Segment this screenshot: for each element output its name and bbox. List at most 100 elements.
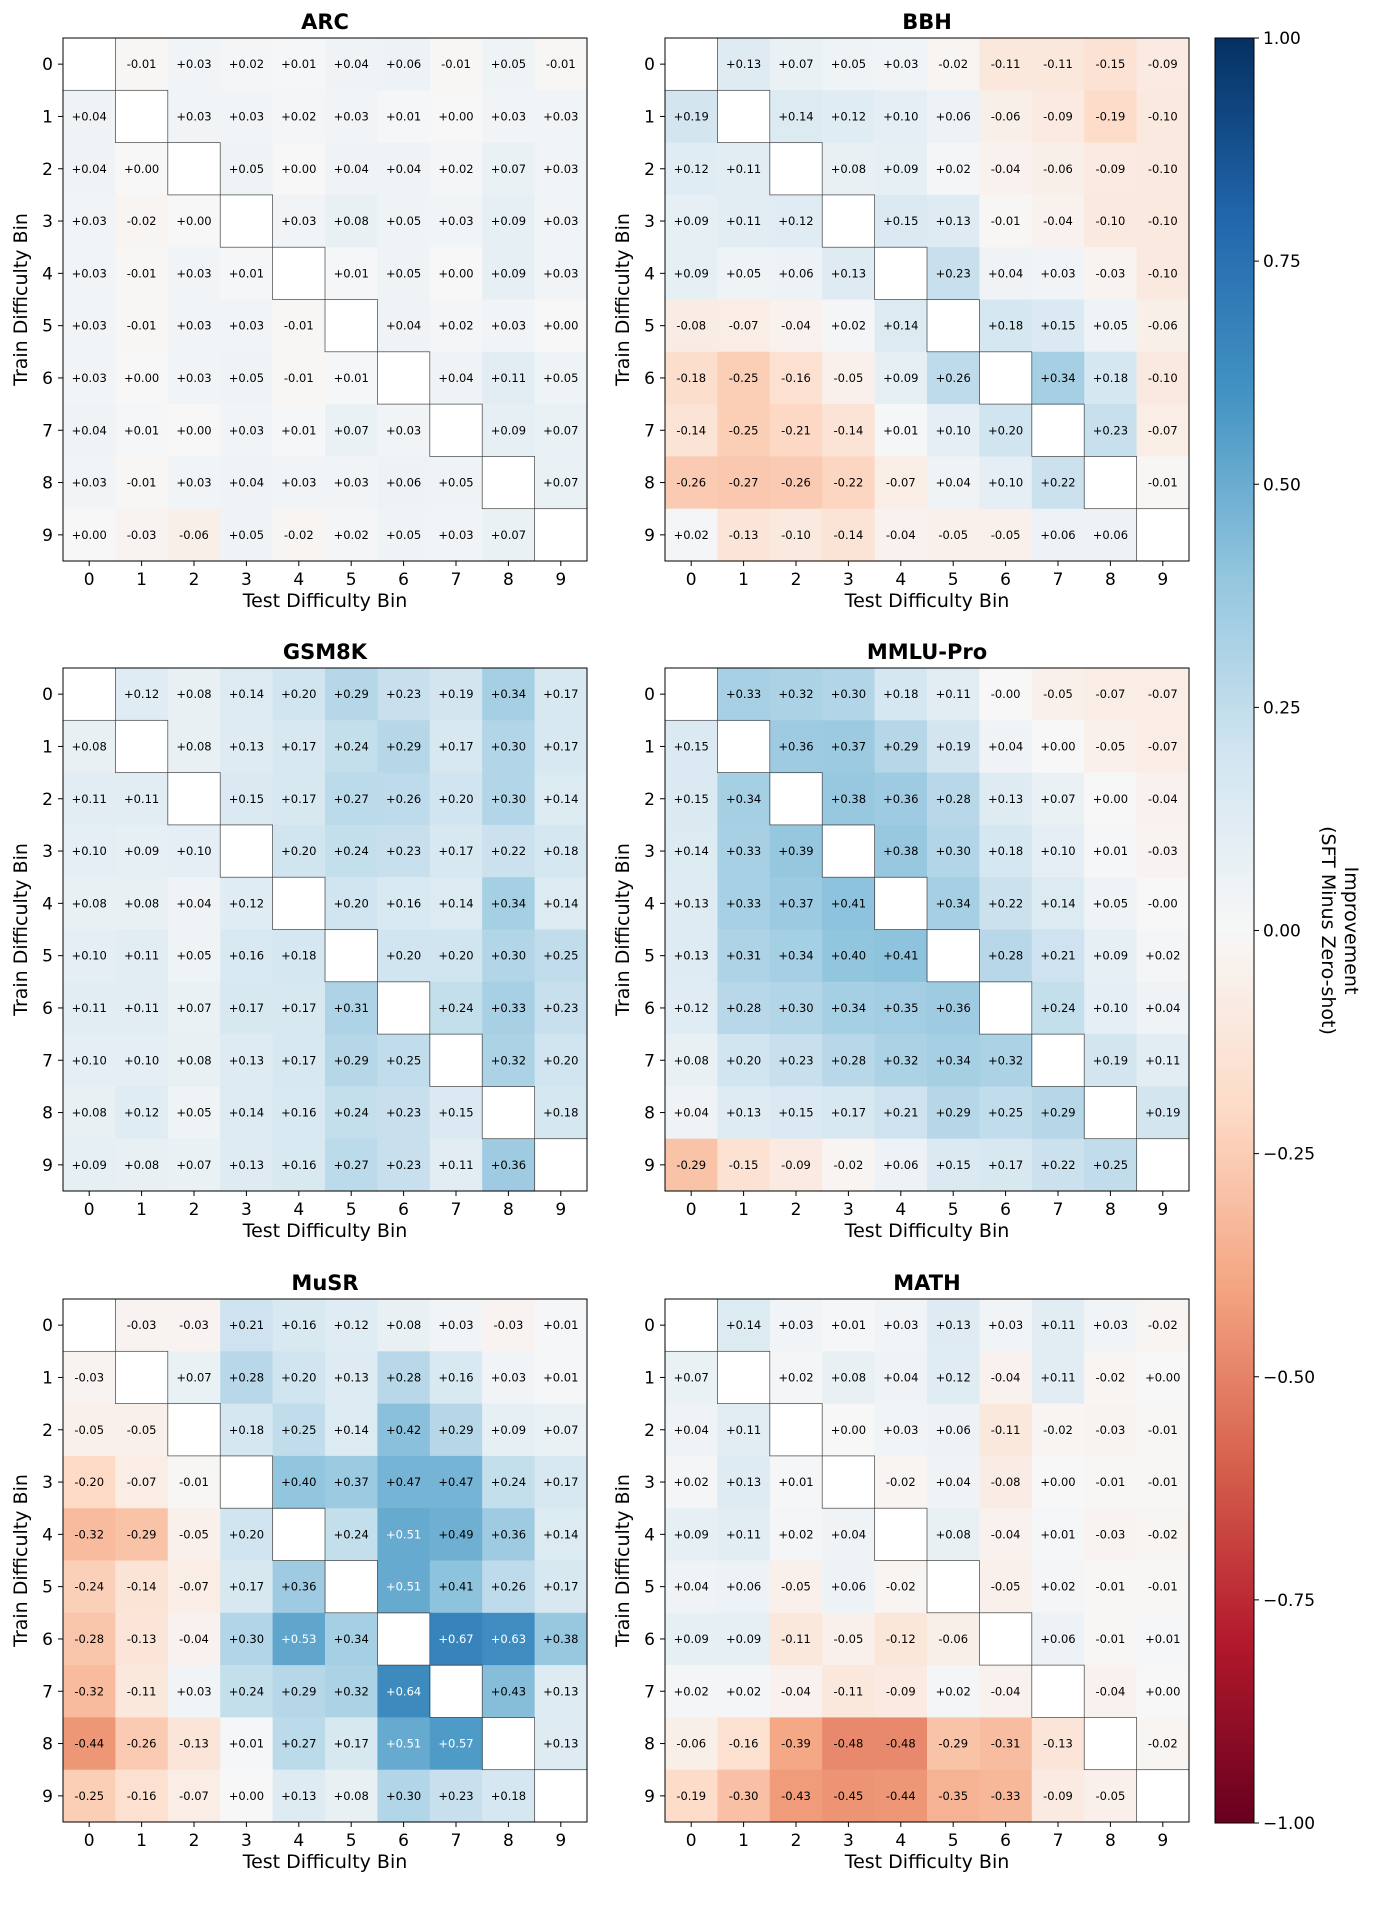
heatmap-cell <box>534 247 588 301</box>
cell-label: +0.04 <box>229 476 264 490</box>
cell-label: +0.34 <box>831 1001 866 1015</box>
cell-label: +0.13 <box>674 896 709 910</box>
heatmap-cell <box>377 1717 431 1771</box>
heatmap-cell <box>1136 1717 1190 1771</box>
heatmap-cell <box>429 772 483 826</box>
cell-label: +0.29 <box>334 1053 369 1067</box>
cell-label: -0.04 <box>1148 792 1178 806</box>
cell-label: +0.01 <box>1145 1632 1180 1646</box>
heatmap-cell <box>874 772 928 826</box>
x-tick-label: 4 <box>895 1831 906 1851</box>
heatmap-cell <box>1136 38 1190 91</box>
heatmap-cell <box>1136 1403 1190 1457</box>
cell-label: +0.34 <box>726 792 761 806</box>
x-axis-label: Test Difficulty Bin <box>242 1220 408 1242</box>
cell-label: -0.00 <box>991 687 1021 701</box>
heatmap-cell <box>115 1138 169 1192</box>
y-tick-label: 1 <box>644 737 655 757</box>
cell-label: +0.13 <box>988 792 1023 806</box>
heatmap-cell <box>1031 877 1085 931</box>
cell-label: +0.04 <box>176 896 211 910</box>
cell-label: -0.07 <box>1096 687 1126 701</box>
cell-label: -0.10 <box>1148 162 1178 176</box>
heatmap-cell <box>927 1455 980 1509</box>
x-tick-label: 0 <box>84 570 95 590</box>
heatmap-cell <box>1084 142 1138 196</box>
cell-label: +0.01 <box>831 1318 866 1332</box>
cell-label: -0.26 <box>781 476 811 490</box>
cell-label: +0.10 <box>176 844 211 858</box>
x-tick-label: 7 <box>451 1200 462 1220</box>
cell-label: +0.32 <box>778 687 813 701</box>
y-tick-label: 7 <box>644 421 655 441</box>
y-axis-label: Train Difficulty Bin <box>612 1474 634 1648</box>
cell-label: +0.04 <box>334 162 369 176</box>
cell-label: +0.03 <box>176 319 211 333</box>
heatmap-cell <box>377 90 431 144</box>
cell-label: +0.18 <box>543 844 578 858</box>
cell-label: -0.11 <box>991 1423 1021 1437</box>
heatmap-cell <box>377 142 431 196</box>
cell-label: -0.15 <box>729 1158 759 1172</box>
cell-label: +0.09 <box>883 371 918 385</box>
heatmap-cell <box>927 668 980 721</box>
heatmap-cell <box>534 1403 588 1457</box>
heatmap-cell <box>665 194 718 248</box>
x-tick-label: 4 <box>895 570 906 590</box>
x-tick-label: 5 <box>948 1831 959 1851</box>
heatmap-cell <box>482 1403 536 1457</box>
cell-label: +0.04 <box>438 371 473 385</box>
cell-label: +0.09 <box>491 1423 526 1437</box>
x-tick-label: 7 <box>1053 1200 1064 1220</box>
heatmap-cell <box>769 38 823 91</box>
heatmap-cell <box>1136 194 1190 248</box>
heatmap-cell <box>1084 824 1138 878</box>
y-tick-label: 4 <box>42 894 53 914</box>
heatmap-cell <box>822 351 876 405</box>
heatmap-cell <box>534 824 588 878</box>
heatmap-cell <box>665 1717 718 1771</box>
cell-label: +0.19 <box>674 109 709 123</box>
cell-label: -0.04 <box>991 1527 1021 1541</box>
heatmap-cell <box>927 38 980 91</box>
heatmap-cell <box>220 404 274 457</box>
heatmap-cell <box>115 668 169 721</box>
heatmap-cell <box>927 1717 980 1771</box>
heatmap-cell <box>377 668 431 721</box>
heatmap-cell <box>272 1560 326 1614</box>
heatmap-cell <box>822 1299 876 1352</box>
cell-label: +0.43 <box>491 1684 526 1698</box>
heatmap-cell <box>1084 90 1138 144</box>
heatmap-cell <box>769 1455 823 1509</box>
heatmap-cell <box>115 404 169 457</box>
cell-label: +0.12 <box>124 1106 159 1120</box>
y-tick-label: 7 <box>644 1682 655 1702</box>
heatmap-cell <box>1084 194 1138 248</box>
heatmap-cell <box>927 981 980 1035</box>
cell-label: +0.17 <box>334 1737 369 1751</box>
panel-title: GSM8K <box>283 640 368 664</box>
cell-label: -0.04 <box>991 1370 1021 1384</box>
heatmap-cell <box>220 247 274 301</box>
cell-label: +0.51 <box>386 1580 421 1594</box>
cell-label: +0.02 <box>778 1370 813 1384</box>
heatmap-cell <box>534 668 588 721</box>
heatmap-cell <box>167 299 221 353</box>
cell-label: -0.19 <box>676 1789 706 1803</box>
cell-label: +0.09 <box>72 1158 107 1172</box>
heatmap-cell <box>429 351 483 405</box>
cell-label: +0.29 <box>1040 1106 1075 1120</box>
heatmap-cell <box>1084 668 1138 721</box>
y-tick-label: 0 <box>42 1316 53 1336</box>
cell-label: +0.30 <box>386 1789 421 1803</box>
heatmap-cell <box>482 142 536 196</box>
heatmap-cell <box>822 1034 876 1087</box>
heatmap-cell <box>1136 299 1190 353</box>
cell-label: +0.20 <box>438 949 473 963</box>
heatmap-cell <box>717 38 771 91</box>
heatmap-cell <box>665 1086 718 1140</box>
cell-label: -0.11 <box>991 57 1021 71</box>
heatmap-cell <box>979 1455 1033 1509</box>
cell-label: -0.14 <box>676 423 706 437</box>
heatmap-cell <box>115 1665 169 1718</box>
